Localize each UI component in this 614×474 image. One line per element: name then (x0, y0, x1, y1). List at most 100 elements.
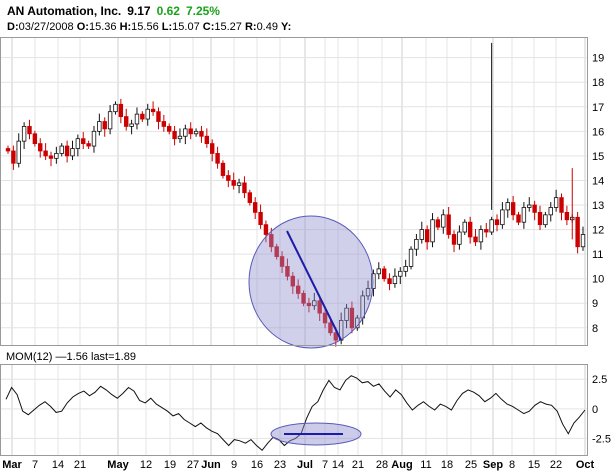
annotation-circle (248, 215, 374, 349)
x-tick-label: Jun (201, 459, 221, 471)
price-change-pct: 7.25% (185, 4, 220, 18)
price-tick-label: 9 (592, 298, 598, 310)
momentum-last: last=1.89 (91, 351, 136, 363)
candle-body (414, 238, 419, 250)
candle-body (419, 229, 424, 240)
candle-body (543, 214, 548, 226)
candle-body (381, 268, 387, 280)
candle-body (312, 300, 317, 307)
high-value: 15.56 (131, 21, 159, 33)
candle-body (285, 266, 290, 277)
candle-body (129, 123, 134, 127)
x-tick-label: 25 (465, 459, 477, 471)
candle-body (183, 128, 188, 137)
low-value: 15.07 (172, 21, 200, 33)
candle-body (548, 207, 553, 216)
candle-body (349, 307, 355, 329)
price-axis-labels: 8 9 10 11 12 13 14 15 16 17 18 19 (592, 53, 604, 335)
x-tick-label: 23 (274, 459, 286, 471)
open-label: O: (76, 21, 89, 33)
candle-body (274, 246, 279, 257)
candle-body (532, 204, 537, 213)
candle-body (403, 266, 408, 272)
candle-body (462, 221, 467, 233)
candle-body (306, 302, 312, 307)
date-value: 03/27/2008 (18, 21, 74, 33)
candle-body (177, 135, 183, 140)
candle-body (107, 111, 113, 130)
x-tick-label: Sep (483, 459, 503, 471)
company-title: AN Automation, Inc. (7, 4, 122, 18)
momentum-grid (1, 365, 587, 455)
candle-body (27, 126, 32, 135)
candle-body (156, 111, 161, 122)
price-tick-label: 16 (592, 126, 604, 138)
x-tick-label: 19 (164, 459, 176, 471)
x-tick-label: Jul (297, 459, 313, 471)
candle-body (580, 234, 586, 248)
candle-body (290, 275, 296, 287)
candle-body (150, 108, 156, 113)
candle-body (553, 197, 559, 208)
momentum-legend: MOM(12) —1.56 last=1.89 (6, 351, 136, 363)
candle-body (295, 285, 301, 294)
date-label: D: (7, 21, 19, 33)
candle-body (441, 214, 446, 228)
momentum-tick-label: 2.5 (592, 374, 607, 386)
x-tick-label: Mar (2, 459, 22, 471)
candle-body (64, 145, 70, 157)
x-tick-label: 28 (376, 459, 388, 471)
candle-body (21, 126, 27, 142)
candle-body (70, 148, 75, 157)
candle-body (124, 116, 129, 127)
open-value: 15.36 (88, 21, 117, 33)
candle-body (5, 148, 11, 152)
price-tick-label: 14 (592, 175, 604, 187)
candle-body (81, 138, 86, 145)
close-value: 15.27 (214, 21, 242, 33)
price-tick-label: 8 (592, 323, 598, 335)
candle-body (16, 140, 21, 164)
range-value: 0.49 (256, 21, 278, 33)
momentum-axis-labels: 2.5 0 -2.5 (592, 374, 611, 445)
candle-body (500, 209, 505, 226)
x-tick-label: 15 (528, 459, 540, 471)
candle-body (263, 224, 269, 235)
price-tick-label: 17 (592, 102, 604, 114)
candle-body (328, 322, 333, 334)
candle-body (537, 211, 543, 226)
candle-body (59, 145, 64, 154)
momentum-value: 1.56 (66, 351, 88, 363)
low-label: L: (161, 21, 173, 33)
candle-body (446, 214, 451, 235)
candle-body (258, 211, 263, 226)
candle-body (527, 204, 532, 208)
candle-body (559, 197, 564, 213)
candle-body (231, 180, 236, 186)
candle-body (86, 143, 91, 147)
candle-body (575, 216, 580, 248)
x-tick-label: 14 (52, 459, 64, 471)
x-tick-label: 7 (322, 459, 328, 471)
candle-body (236, 182, 242, 186)
x-tick-label: 18 (441, 459, 453, 471)
candle-body (43, 150, 48, 157)
candle-body (167, 126, 172, 132)
annotation-trendline (286, 230, 342, 341)
candle-body (38, 143, 43, 152)
candle-body (376, 268, 381, 275)
candle-body (317, 300, 322, 314)
candle-body (226, 175, 231, 181)
candle-body (188, 128, 193, 135)
x-tick-label: 8 (509, 459, 515, 471)
x-tick-label: 16 (251, 459, 263, 471)
candle-body (279, 256, 285, 267)
x-tick-label: May (107, 459, 129, 471)
candle-body (467, 221, 473, 238)
momentum-swatch: — (55, 351, 67, 363)
candle-body (140, 113, 145, 120)
high-label: H: (119, 21, 132, 33)
candle-body (97, 121, 102, 132)
